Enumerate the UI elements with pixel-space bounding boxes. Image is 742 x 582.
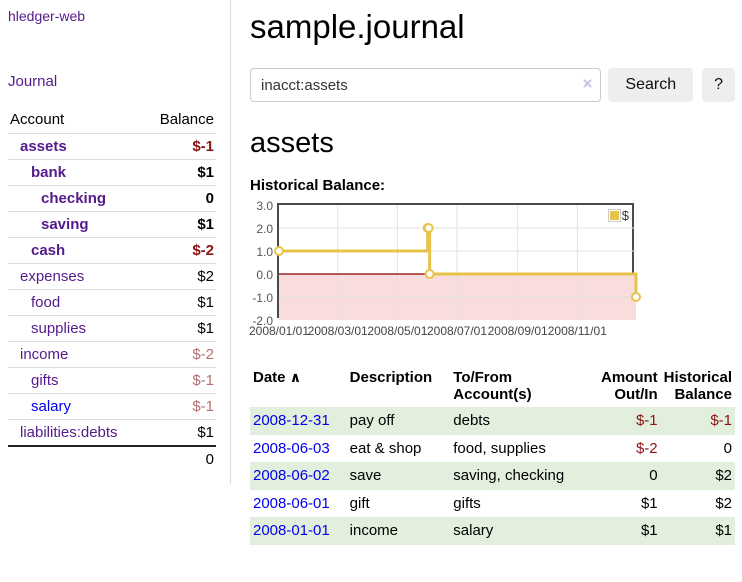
app-title-link[interactable]: hledger-web bbox=[8, 8, 86, 24]
transaction-balance: 0 bbox=[723, 439, 732, 457]
transaction-amount: $1 bbox=[640, 522, 658, 539]
transaction-account: saving, checking bbox=[453, 467, 565, 484]
transaction-account: gifts bbox=[453, 494, 481, 512]
register-header-amount: Amount Out/In bbox=[600, 369, 658, 403]
account-balance: $1 bbox=[144, 211, 216, 238]
account-link-gifts[interactable]: gifts bbox=[31, 372, 59, 389]
transaction-row: 2008-06-01 gift gifts $1 $2 bbox=[250, 490, 735, 518]
account-balance: $-2 bbox=[144, 341, 216, 368]
transaction-row: 2008-01-01 income salary $1 $1 bbox=[250, 517, 735, 545]
account-link-food[interactable]: food bbox=[31, 294, 61, 311]
account-link-bank[interactable]: bank bbox=[31, 164, 67, 181]
account-row: salary $-1 bbox=[8, 393, 216, 420]
account-balance: $1 bbox=[144, 315, 216, 342]
account-link-checking[interactable]: checking bbox=[41, 190, 107, 207]
transaction-date-link[interactable]: 2008-12-31 bbox=[253, 412, 330, 429]
accounts-header-balance: Balance bbox=[159, 111, 214, 128]
account-row: food $1 bbox=[8, 289, 216, 316]
transaction-account: salary bbox=[453, 522, 494, 539]
main-content: sample.journal × Search ? assets Histori… bbox=[240, 0, 742, 545]
account-balance: $-1 bbox=[144, 367, 216, 394]
transaction-account: food, supplies bbox=[453, 439, 546, 457]
account-balance: $1 bbox=[144, 419, 216, 446]
chart-plot: $ bbox=[274, 203, 641, 320]
account-row: expenses $2 bbox=[8, 263, 216, 290]
account-row: liabilities:debts $1 bbox=[8, 419, 216, 446]
accounts-header-account: Account bbox=[10, 111, 65, 128]
sidebar: hledger-web Journal Account Balance asse… bbox=[0, 0, 231, 484]
legend-label: $ bbox=[621, 208, 629, 223]
accounts-total: 0 bbox=[144, 445, 216, 472]
transaction-description: income bbox=[349, 522, 399, 539]
account-balance: $2 bbox=[144, 263, 216, 290]
transaction-balance: $2 bbox=[715, 467, 732, 484]
transaction-description: eat & shop bbox=[349, 439, 422, 457]
chart-y-axis: 3.0 2.0 1.0 0.0 -1.0 -2.0 bbox=[252, 199, 273, 328]
transaction-date-link[interactable]: 2008-01-01 bbox=[253, 522, 330, 539]
help-button[interactable]: ? bbox=[702, 68, 735, 102]
sidebar-item-journal[interactable]: Journal bbox=[8, 73, 58, 90]
search-input[interactable] bbox=[250, 68, 602, 102]
accounts-table: Account Balance assets $-1 bank $1 check… bbox=[8, 108, 216, 472]
register-header-date[interactable]: Date ∧ bbox=[253, 369, 302, 386]
transaction-date-link[interactable]: 2008-06-03 bbox=[253, 439, 330, 457]
accounts-total-row: 0 bbox=[8, 445, 216, 472]
chart-heading: Historical Balance: bbox=[250, 177, 386, 194]
register-header-description: Description bbox=[349, 369, 433, 386]
account-row: gifts $-1 bbox=[8, 367, 216, 394]
transaction-balance: $2 bbox=[715, 494, 732, 512]
transaction-amount: 0 bbox=[649, 467, 658, 484]
account-heading: assets bbox=[250, 127, 334, 159]
transaction-date-link[interactable]: 2008-06-02 bbox=[253, 467, 330, 484]
register-table: Date ∧ Description To/From Account(s) Am… bbox=[250, 365, 735, 545]
account-row: cash $-2 bbox=[8, 237, 216, 264]
search-form: × Search ? bbox=[250, 68, 735, 102]
transaction-account: debts bbox=[453, 412, 490, 429]
account-row: checking 0 bbox=[8, 185, 216, 212]
register-header-balance: Historical Balance bbox=[663, 369, 732, 403]
account-row: bank $1 bbox=[8, 159, 216, 186]
register-header-account: To/From Account(s) bbox=[453, 369, 532, 403]
balance-chart: 3.0 2.0 1.0 0.0 -1.0 -2.0 $ 2008/01/01 2008/03… bbox=[248, 199, 735, 345]
account-link-expenses[interactable]: expenses bbox=[20, 268, 85, 285]
transaction-description: gift bbox=[349, 494, 370, 512]
account-link-salary[interactable]: salary bbox=[31, 398, 72, 415]
transaction-row: 2008-06-03 eat & shop food, supplies $-2… bbox=[250, 435, 735, 463]
account-row: saving $1 bbox=[8, 211, 216, 238]
account-balance: $-1 bbox=[144, 393, 216, 420]
transaction-amount: $-2 bbox=[635, 439, 658, 457]
account-balance: $1 bbox=[144, 159, 216, 186]
page-title: sample.journal bbox=[250, 8, 465, 45]
account-link-saving[interactable]: saving bbox=[41, 216, 89, 233]
account-link-supplies[interactable]: supplies bbox=[31, 320, 87, 337]
account-row: assets $-1 bbox=[8, 133, 216, 160]
transaction-amount: $-1 bbox=[635, 412, 658, 429]
account-row: income $-2 bbox=[8, 341, 216, 368]
transaction-balance: $-1 bbox=[710, 412, 732, 429]
account-link-assets[interactable]: assets bbox=[20, 138, 67, 155]
transaction-date-link[interactable]: 2008-06-01 bbox=[253, 494, 330, 512]
transaction-description: save bbox=[349, 467, 382, 484]
account-balance: $1 bbox=[144, 289, 216, 316]
chart-x-axis: 2008/01/01 2008/03/01 2008/05/01 2008/07/01… bbox=[248, 324, 607, 338]
account-link-income[interactable]: income bbox=[20, 346, 69, 363]
transaction-balance: $1 bbox=[715, 522, 732, 539]
account-balance: $-2 bbox=[144, 237, 216, 264]
transaction-row: 2008-06-02 save saving, checking 0 $2 bbox=[250, 462, 735, 490]
transaction-description: pay off bbox=[349, 412, 395, 429]
search-button[interactable]: Search bbox=[608, 68, 694, 102]
chart-canvas bbox=[274, 205, 641, 320]
account-link-liabilities-debts[interactable]: liabilities:debts bbox=[20, 424, 118, 441]
transaction-amount: $1 bbox=[640, 494, 658, 512]
account-balance: $-1 bbox=[144, 133, 216, 160]
account-row: supplies $1 bbox=[8, 315, 216, 342]
account-link-cash[interactable]: cash bbox=[31, 242, 66, 259]
sort-ascending-icon: ∧ bbox=[289, 369, 302, 385]
transaction-row: 2008-12-31 pay off debts $-1 $-1 bbox=[250, 407, 735, 435]
chart-legend: $ bbox=[607, 208, 629, 223]
account-balance: 0 bbox=[144, 185, 216, 212]
clear-search-icon[interactable]: × bbox=[582, 74, 593, 93]
legend-swatch-icon bbox=[607, 209, 621, 222]
